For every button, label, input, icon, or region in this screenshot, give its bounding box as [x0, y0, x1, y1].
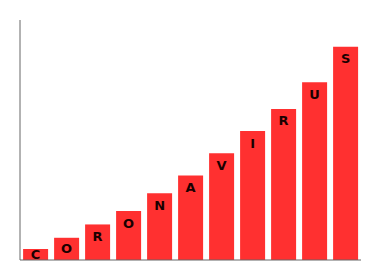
svg-text:U: U [309, 87, 320, 102]
svg-text:S: S [341, 51, 350, 66]
svg-text:I: I [250, 136, 255, 151]
svg-text:C: C [31, 247, 41, 262]
svg-text:N: N [154, 198, 165, 213]
svg-text:O: O [123, 216, 134, 231]
svg-text:O: O [61, 241, 72, 256]
svg-text:R: R [93, 229, 103, 244]
svg-text:A: A [186, 180, 196, 195]
svg-text:R: R [279, 113, 289, 128]
svg-text:V: V [217, 158, 227, 173]
